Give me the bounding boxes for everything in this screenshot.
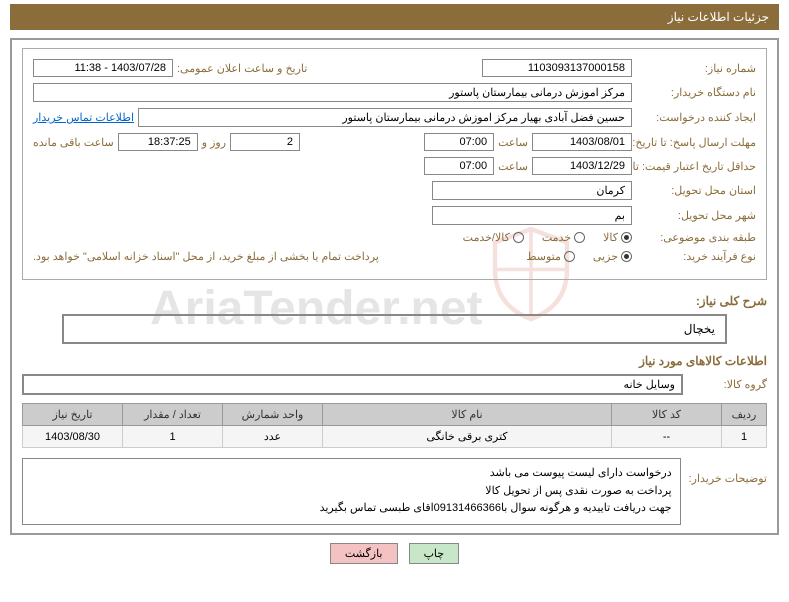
th-code: کد کالا [612,404,722,426]
process-label: نوع فرآیند خرید: [636,250,756,263]
requester-label: ایجاد کننده درخواست: [636,111,756,124]
back-button[interactable]: بازگشت [330,543,398,564]
print-button[interactable]: چاپ [409,543,460,564]
cell-name: کتری برقی خانگی [323,426,612,448]
remaining-label: ساعت باقی مانده [33,136,114,149]
requester-value: حسین فضل آبادی بهیار مرکز اموزش درمانی ب… [138,108,632,127]
th-date: تاریخ نیاز [23,404,123,426]
hour-label-1: ساعت [498,136,528,149]
goods-group-value: وسایل خانه [22,374,683,395]
th-name: نام کالا [323,404,612,426]
need-no-label: شماره نیاز: [636,62,756,75]
validity-hour: 07:00 [424,157,494,175]
cell-row: 1 [722,426,767,448]
hour-label-2: ساعت [498,160,528,173]
goods-table: ردیف کد کالا نام کالا واحد شمارش تعداد /… [22,403,767,448]
cell-date: 1403/08/30 [23,426,123,448]
cell-code: -- [612,426,722,448]
radio-both[interactable]: کالا/خدمت [463,231,524,244]
process-radio-group: جزیی متوسط [526,250,632,263]
desc-value: یخچال [62,314,727,344]
payment-note: پرداخت تمام یا بخشی از مبلغ خرید، از محل… [33,250,379,263]
province-value: کرمان [432,181,632,200]
cell-unit: عدد [223,426,323,448]
table-row: 1 -- کتری برقی خانگی عدد 1 1403/08/30 [23,426,767,448]
radio-partial[interactable]: جزیی [593,250,632,263]
category-label: طبقه بندی موضوعی: [636,231,756,244]
goods-group-label: گروه کالا: [687,378,767,391]
validity-date: 1403/12/29 [532,157,632,175]
th-unit: واحد شمارش [223,404,323,426]
th-row: ردیف [722,404,767,426]
buyer-org-label: نام دستگاه خریدار: [636,86,756,99]
contact-link[interactable]: اطلاعات تماس خریدار [33,111,134,124]
header-bar: جزئیات اطلاعات نیاز [10,4,779,30]
buyer-note-3: جهت دریافت تاییدیه و هرگونه سوال با09131… [31,500,672,518]
announce-value: 1403/07/28 - 11:38 [33,59,173,77]
announce-label: تاریخ و ساعت اعلان عمومی: [177,62,307,75]
buyer-org-value: مرکز اموزش درمانی بیمارستان پاستور [33,83,632,102]
deadline-hour: 07:00 [424,133,494,151]
th-qty: تعداد / مقدار [123,404,223,426]
desc-label: شرح کلی نیاز: [22,294,767,308]
deadline-date: 1403/08/01 [532,133,632,151]
city-value: بم [432,206,632,225]
radio-goods[interactable]: کالا [603,231,632,244]
buyer-notes-label: توضیحات خریدار: [689,458,767,485]
buyer-notes-box: درخواست دارای لیست پیوست می باشد پرداخت … [22,458,681,525]
day-label: روز و [202,136,226,149]
goods-info-title: اطلاعات کالاهای مورد نیاز [22,354,767,368]
days-remaining: 2 [230,133,300,151]
province-label: استان محل تحویل: [636,184,756,197]
validity-label: حداقل تاریخ اعتبار قیمت: تا تاریخ: [636,160,756,173]
buyer-note-1: درخواست دارای لیست پیوست می باشد [31,465,672,483]
city-label: شهر محل تحویل: [636,209,756,222]
countdown: 18:37:25 [118,133,198,151]
cell-qty: 1 [123,426,223,448]
radio-service[interactable]: خدمت [542,231,585,244]
category-radio-group: کالا خدمت کالا/خدمت [463,231,632,244]
main-container: شماره نیاز: 1103093137000158 تاریخ و ساع… [10,38,779,535]
need-no-value: 1103093137000158 [482,59,632,77]
details-box: شماره نیاز: 1103093137000158 تاریخ و ساع… [22,48,767,280]
radio-medium[interactable]: متوسط [526,250,575,263]
button-row: چاپ بازگشت [0,543,789,564]
buyer-note-2: پرداخت به صورت نقدی پس از تحویل کالا [31,483,672,501]
deadline-label: مهلت ارسال پاسخ: تا تاریخ: [636,136,756,149]
